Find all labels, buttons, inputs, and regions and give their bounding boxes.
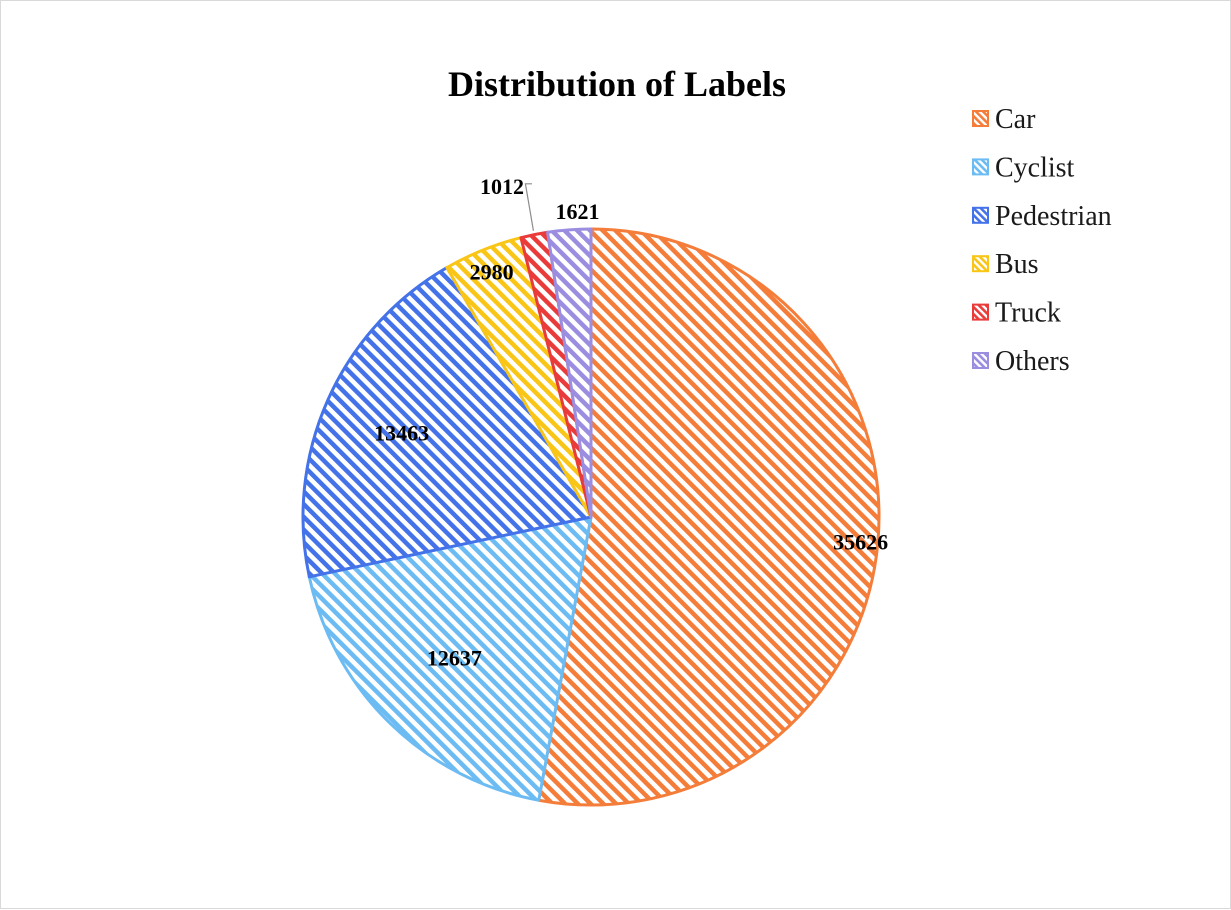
data-label-others: 1621	[556, 199, 600, 224]
data-label-truck: 1012	[480, 174, 524, 199]
legend-swatch-car	[972, 110, 989, 127]
data-label-cyclist: 12637	[427, 645, 482, 670]
legend-swatch-others	[972, 352, 989, 369]
legend-item-truck: Truck	[972, 298, 1061, 329]
legend-label-pedestrian: Pedestrian	[995, 201, 1112, 232]
chart-title: Distribution of Labels	[448, 64, 786, 104]
slice-pedestrian	[301, 266, 593, 579]
data-label-car: 35626	[833, 530, 888, 555]
legend-item-others: Others	[972, 346, 1070, 377]
legend-label-truck: Truck	[995, 298, 1061, 329]
legend-item-bus: Bus	[972, 249, 1039, 280]
legend-label-cyclist: Cyclist	[995, 152, 1075, 183]
data-label-bus: 2980	[470, 259, 514, 284]
legend-swatch-pedestrian	[972, 206, 989, 224]
legend-label-others: Others	[995, 346, 1070, 377]
legend: Car Cyclist Pedestrian Bus Truck Others	[972, 104, 1112, 377]
leader-line-truck	[524, 183, 535, 231]
pie-slices	[301, 227, 881, 807]
legend-swatch-truck	[972, 303, 989, 321]
slice-others	[546, 227, 593, 519]
pie-data-labels: 35626 12637 13463 2980 1012 1621	[374, 174, 888, 670]
legend-item-pedestrian: Pedestrian	[972, 201, 1112, 232]
legend-label-car: Car	[995, 104, 1036, 135]
legend-label-bus: Bus	[995, 249, 1039, 280]
legend-item-cyclist: Cyclist	[972, 152, 1075, 183]
legend-swatch-bus	[972, 255, 989, 273]
slice-cyclist	[307, 515, 593, 802]
slice-car	[537, 227, 881, 807]
data-label-pedestrian: 13463	[374, 421, 429, 446]
legend-item-car: Car	[972, 104, 1036, 135]
legend-swatch-cyclist	[972, 158, 989, 176]
